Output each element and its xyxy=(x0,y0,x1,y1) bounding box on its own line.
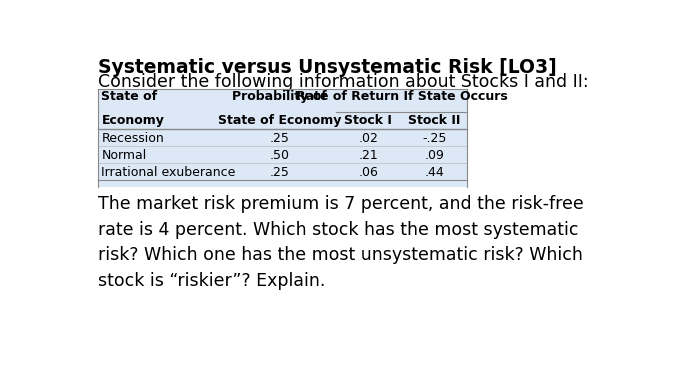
Text: Recession: Recession xyxy=(102,132,164,145)
Text: State of Economy: State of Economy xyxy=(218,114,341,127)
Text: Consider the following information about Stocks I and II:: Consider the following information about… xyxy=(98,73,589,91)
Text: Stock II: Stock II xyxy=(408,114,461,127)
Text: Normal: Normal xyxy=(102,149,147,162)
Text: .09: .09 xyxy=(424,149,444,162)
Text: Probability of: Probability of xyxy=(232,90,327,103)
Text: Systematic versus Unsystematic Risk [LO3]: Systematic versus Unsystematic Risk [LO3… xyxy=(98,58,557,77)
Text: Economy: Economy xyxy=(102,114,164,127)
Text: Rate of Return If State Occurs: Rate of Return If State Occurs xyxy=(295,90,508,103)
Text: .25: .25 xyxy=(270,132,289,145)
Text: .44: .44 xyxy=(424,166,444,179)
Bar xyxy=(98,89,468,187)
Text: -.25: -.25 xyxy=(422,132,447,145)
Text: The market risk premium is 7 percent, and the risk-free
rate is 4 percent. Which: The market risk premium is 7 percent, an… xyxy=(98,195,584,290)
Text: .25: .25 xyxy=(270,166,289,179)
Text: State of: State of xyxy=(102,90,158,103)
Text: .50: .50 xyxy=(270,149,289,162)
Text: .21: .21 xyxy=(358,149,378,162)
Text: Stock I: Stock I xyxy=(344,114,393,127)
Text: .06: .06 xyxy=(358,166,379,179)
Text: Irrational exuberance: Irrational exuberance xyxy=(102,166,236,179)
Text: .02: .02 xyxy=(358,132,379,145)
